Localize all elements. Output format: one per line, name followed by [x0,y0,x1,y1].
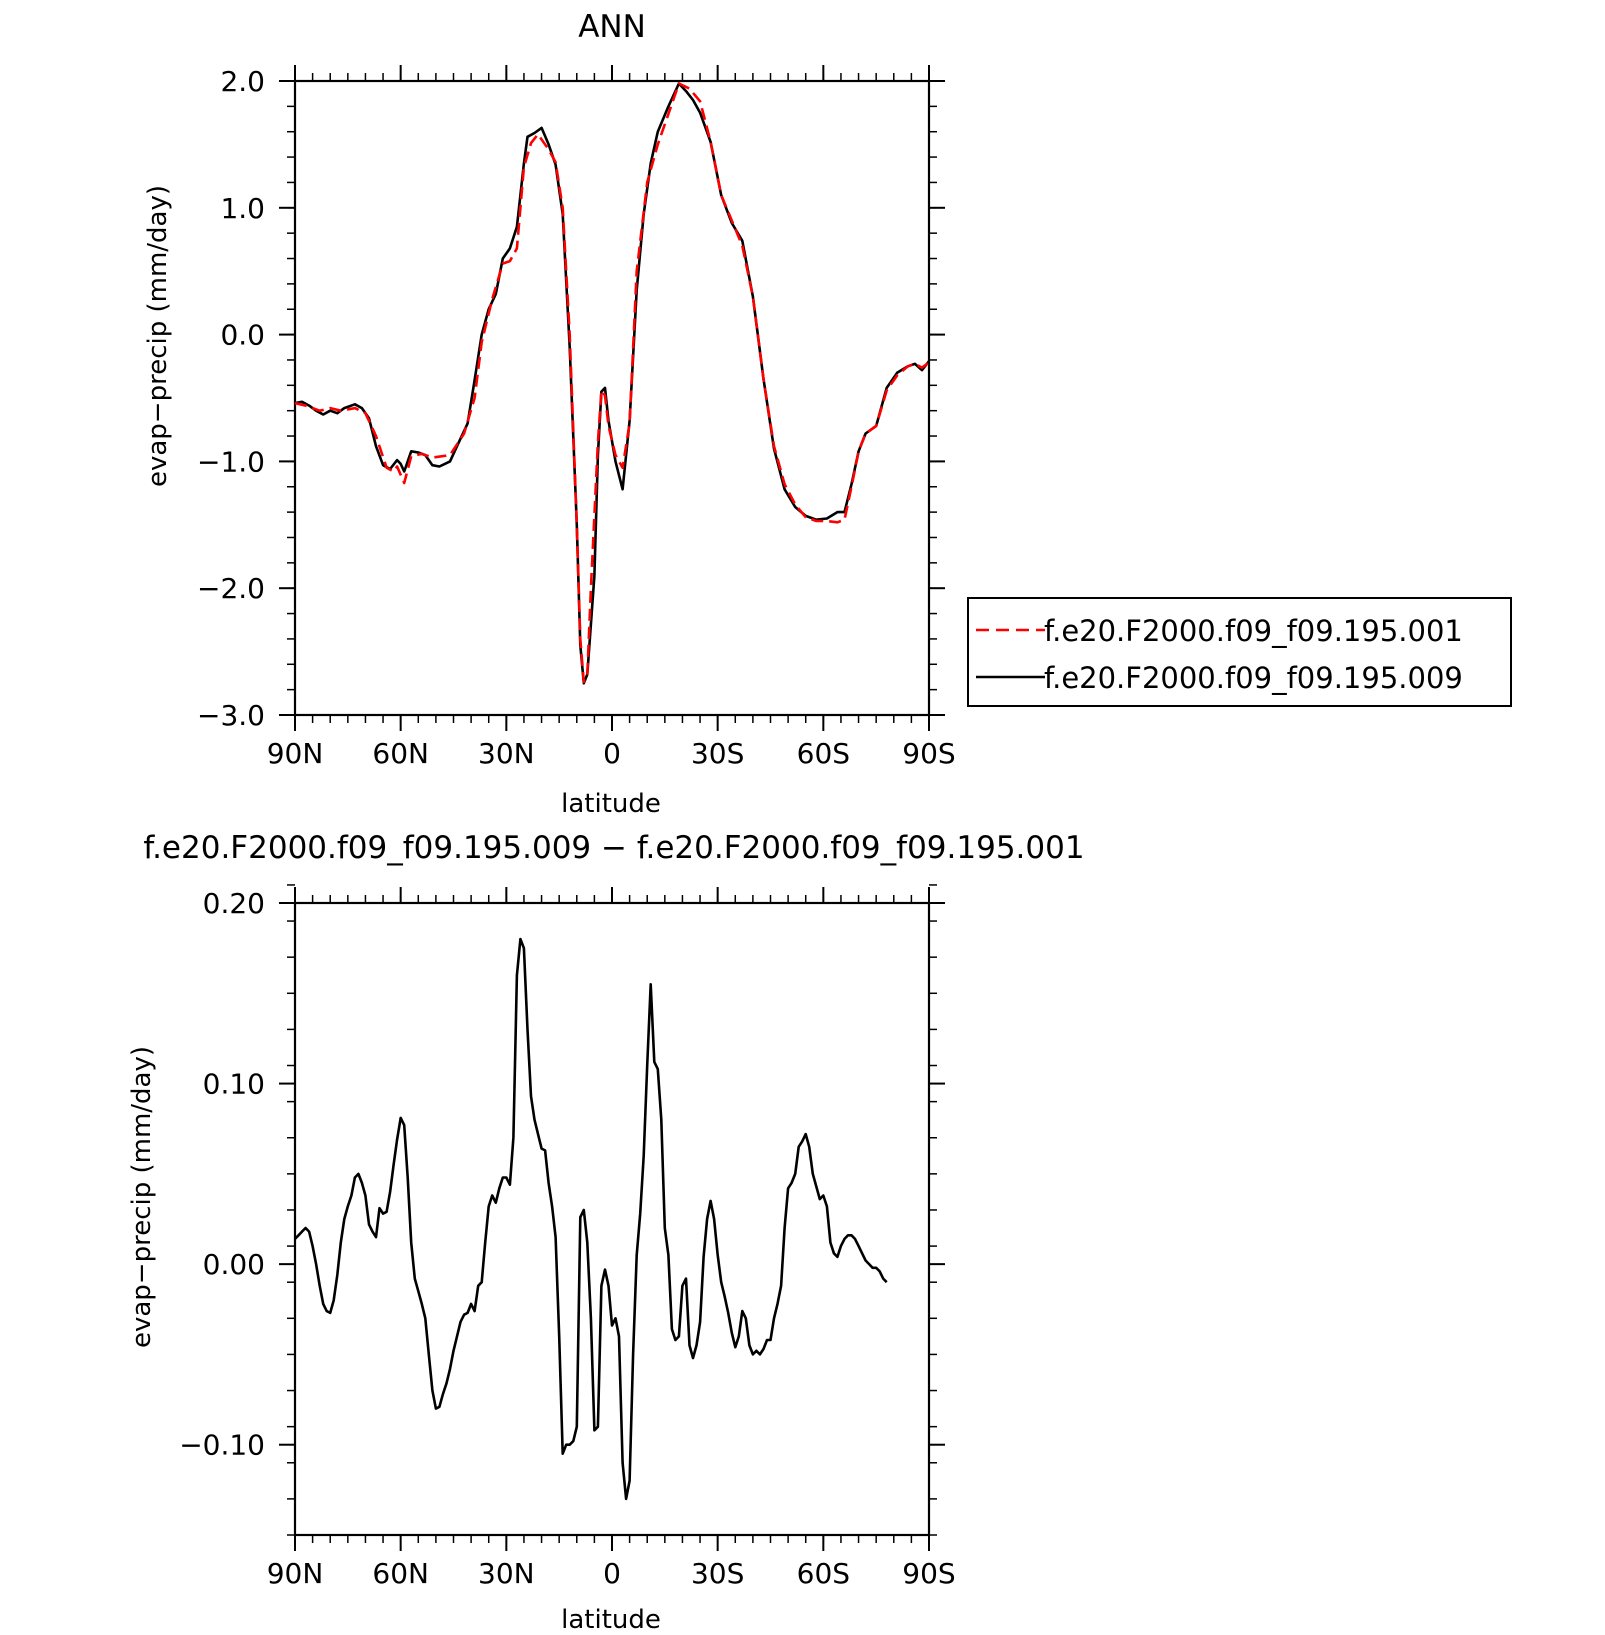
top-x-tick-label: 60S [797,737,850,770]
top-x-tick-label: 90N [267,737,324,770]
legend-entry-2: f.e20.F2000.f09_f09.195.009 [1044,661,1463,695]
top-y-tick-label: 1.0 [220,192,265,225]
top-y-tick-label: 2.0 [220,65,265,98]
top-y-axis-label: evap−precip (mm/day) [143,185,173,487]
legend-box [967,597,1512,707]
bottom-y-axis-label: evap−precip (mm/day) [127,1046,157,1348]
bottom-panel: f.e20.F2000.f09_f09.195.009 − f.e20.F200… [127,830,1085,1635]
top-x-tick-label: 30N [478,737,535,770]
bottom-plot-area: 0.20 0.10 0.00 −0.10 90N 60N 30N 0 30S 60S 90S [179,884,956,1590]
top-x-tick-label: 30S [691,737,744,770]
top-y-tick-label: −1.0 [197,445,265,478]
top-series-line-1 [294,82,930,684]
top-y-tick-label: −2.0 [197,572,265,605]
bottom-x-tick-label: 60N [372,1557,429,1590]
bottom-x-tick-label: 30N [478,1557,535,1590]
bottom-y-tick-label: −0.10 [179,1429,265,1462]
bottom-chart-title: f.e20.F2000.f09_f09.195.009 − f.e20.F200… [143,830,1084,866]
top-x-tick-label: 90S [902,737,955,770]
legend: f.e20.F2000.f09_f09.195.001 f.e20.F2000.… [967,597,1512,707]
bottom-x-tick-label: 30S [691,1557,744,1590]
bottom-y-tick-label: 0.10 [203,1068,265,1101]
top-x-axis-label: latitude [561,789,661,819]
bottom-y-tick-label: 0.20 [203,887,265,920]
bottom-series-line-1 [294,937,888,1501]
top-x-tick-label: 0 [603,737,621,770]
top-x-tick-label: 60N [372,737,429,770]
bottom-x-tick-label: 90S [902,1557,955,1590]
bottom-plot-frame [293,901,931,1537]
top-series-line-2 [294,82,931,685]
top-y-tick-label: 0.0 [220,319,265,352]
bottom-x-axis-label: latitude [561,1605,661,1635]
legend-entry-1: f.e20.F2000.f09_f09.195.001 [1044,614,1463,648]
bottom-y-tick-label: 0.00 [203,1248,265,1281]
top-chart-title: ANN [578,9,646,45]
bottom-x-tick-label: 0 [603,1557,621,1590]
top-y-tick-label: −3.0 [197,699,265,732]
top-plot-frame [293,79,931,717]
bottom-x-tick-label: 60S [797,1557,850,1590]
bottom-x-tick-label: 90N [267,1557,324,1590]
